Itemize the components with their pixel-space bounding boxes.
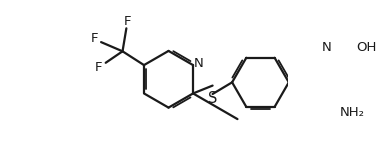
Text: F: F [91, 32, 99, 45]
Text: N: N [194, 57, 203, 70]
Text: NH₂: NH₂ [340, 106, 364, 119]
Text: S: S [208, 91, 217, 106]
Text: OH: OH [356, 41, 376, 54]
Text: F: F [123, 15, 131, 28]
Text: F: F [94, 61, 102, 74]
Text: N: N [321, 41, 331, 54]
